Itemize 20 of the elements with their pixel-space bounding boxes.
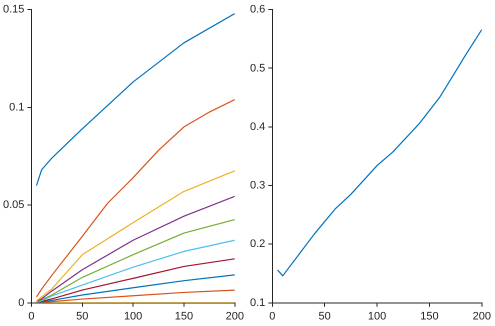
y-tick-label: 0.15 [2,4,24,16]
x-tick-label: 50 [76,310,88,322]
y-tick-label: 0.05 [2,199,24,212]
x-tick-label: 50 [318,310,331,322]
y-tick-label: 0 [18,296,24,309]
x-tick-label: 150 [420,310,439,322]
y-tick-label: 0.5 [250,62,266,74]
y-tick-label: 0.1 [9,101,24,114]
y-tick-label: 0.3 [250,180,266,192]
x-tick-label: 150 [174,310,194,322]
y-tick-label: 0.6 [250,4,266,16]
x-tick-label: 200 [472,310,492,322]
y-tick-label: 0.1 [250,296,266,309]
x-tick-label: 100 [124,310,142,322]
x-tick-label: 100 [368,310,386,322]
x-tick-label: 200 [226,310,244,322]
x-tick-label: 0 [28,310,34,322]
x-tick-label: 0 [269,310,276,322]
y-tick-label: 0.4 [250,120,266,133]
y-tick-label: 0.2 [250,238,266,250]
